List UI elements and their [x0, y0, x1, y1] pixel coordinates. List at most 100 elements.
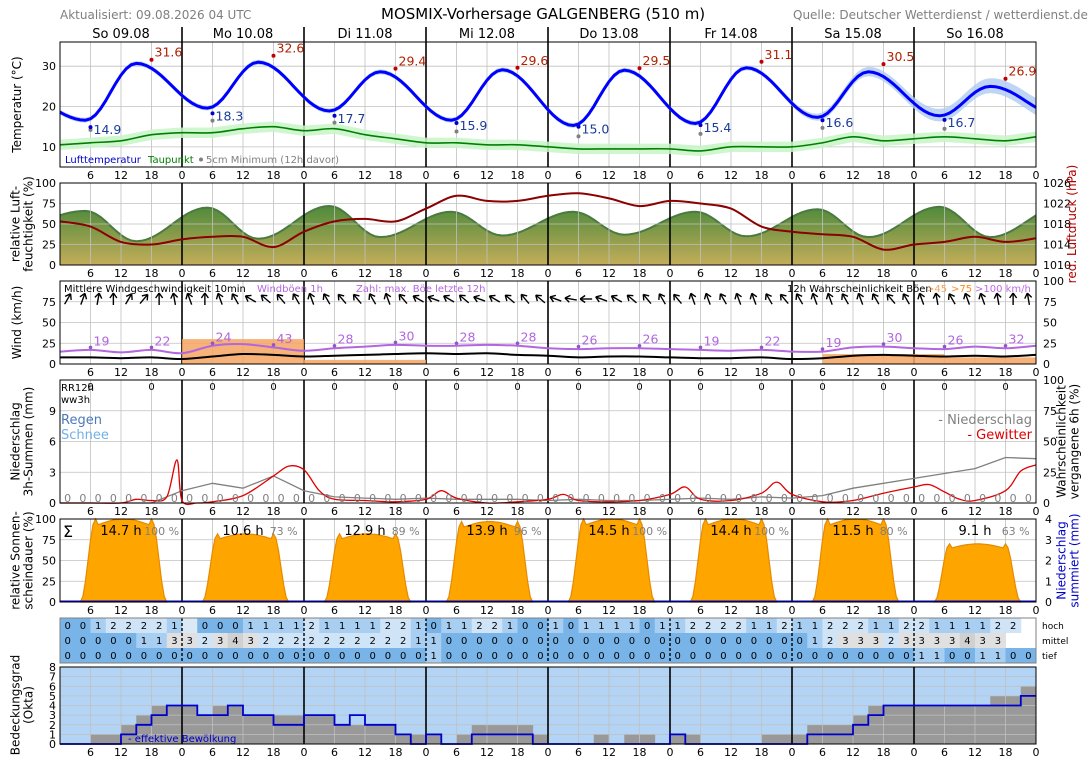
cloud-layer-cell: [807, 648, 823, 663]
cloud-layer-value: 1: [324, 621, 330, 632]
cloud-layer-cell: [548, 618, 564, 633]
max-gust-point: [576, 344, 581, 349]
precip-hour-tick-label: 6: [575, 505, 582, 518]
cloud-layer-cell: [975, 618, 991, 633]
precip-3h-value: 0: [171, 492, 178, 505]
precip-3h-value: 0: [278, 492, 285, 505]
cloud-layer-value: 1: [156, 636, 162, 647]
cloud-layer-cell: [166, 633, 183, 648]
gust-probability-bar: [822, 354, 945, 364]
cloud-layer-value: 0: [339, 651, 345, 662]
cloud-hour-tick-label: 6: [697, 746, 704, 759]
wind-arrow-shaft: [705, 293, 711, 305]
tmin5cm-point: [820, 125, 825, 130]
wind-arrow: [79, 292, 88, 305]
cloud-hour-tick-label: 18: [267, 746, 281, 759]
cloud-layer-cell: [197, 618, 213, 633]
cloud-layer-value: 2: [156, 621, 162, 632]
precip-3h-value: 0: [354, 492, 361, 505]
wind-arrow-head: [626, 294, 634, 302]
cloud-layer-cell: [700, 633, 717, 648]
wind-arrow: [231, 293, 239, 305]
cloud-layer-cell: [624, 618, 640, 633]
sun-hour-tick-label: 12: [602, 604, 616, 617]
temp-hour-tick-label: 0: [179, 169, 186, 182]
cloud-layer-value: 0: [735, 636, 741, 647]
rr12h-label: RR12h: [61, 383, 94, 394]
wind-frame: [59, 280, 1037, 365]
cloud-layer-cell: [349, 618, 366, 633]
temp-min-label: 16.7: [948, 115, 976, 130]
pressure-ytick-label: 1018: [1043, 218, 1071, 231]
hum-hour-tick-label: 18: [389, 267, 403, 280]
cloud-hour-tick-label: 0: [789, 746, 796, 759]
temp-min-point: [576, 124, 581, 129]
cloud-layer-cell: [487, 633, 503, 648]
wind-arrow-head: [871, 293, 879, 300]
wind-arrow-shaft: [996, 292, 1000, 306]
wind-arrow-head: [856, 292, 864, 300]
hum-hour-tick-label: 6: [697, 267, 704, 280]
precip-3h-value: 0: [79, 492, 86, 505]
wind-arrow: [856, 292, 864, 305]
wind-arrow-head: [734, 292, 742, 300]
hum-hour-tick-label: 6: [453, 267, 460, 280]
wind-arrow-head: [368, 293, 376, 300]
rr12h-value: 0: [392, 382, 398, 393]
precip-hour-tick-label: 6: [331, 505, 338, 518]
cloud-layer-cell: [685, 648, 701, 663]
sun-hour-tick-label: 0: [1033, 604, 1040, 617]
cloud-hour-tick-label: 0: [911, 746, 918, 759]
wind-arrow-head: [473, 294, 480, 303]
hum-hour-tick-label: 0: [301, 267, 308, 280]
cloud-layer-cell: [1005, 618, 1022, 633]
cloud-layer-cell: [639, 633, 656, 648]
wind-arrow: [549, 294, 562, 303]
cloud-layer-value: 0: [781, 651, 787, 662]
temp-hour-tick-label: 18: [633, 169, 647, 182]
cloud-layer-cell: [166, 618, 183, 633]
wind-arrow: [473, 294, 486, 303]
cloud-layer-cell: [959, 648, 976, 663]
cloud-layer-value: 0: [125, 651, 131, 662]
legend-gust-prob-45: >45: [926, 284, 947, 295]
cloud-layer-value: 1: [583, 621, 589, 632]
temp-ytick-label: 30: [42, 60, 56, 73]
wind-arrow-shaft: [186, 293, 193, 305]
sun-hour-tick-label: 12: [480, 604, 494, 617]
sunshine-hours-label: 10.6 h: [222, 524, 263, 539]
cloud-layer-value: 1: [339, 621, 345, 632]
wind-arrow-shaft: [459, 294, 470, 304]
cloud-cover-bar: [395, 734, 412, 744]
wind-ytick-label: 50: [42, 317, 56, 330]
cloud-layer-cell: [822, 618, 839, 633]
cloud-layer-value: 0: [110, 651, 116, 662]
cloud-layer-cell: [365, 618, 381, 633]
precip-3h-value: 0: [156, 492, 163, 505]
cloud-layer-value: 2: [705, 621, 711, 632]
wind-arrow-shaft: [564, 297, 577, 301]
sun-hour-tick-label: 18: [999, 604, 1013, 617]
cloud-layer-value: 3: [903, 636, 909, 647]
cloud-layer-value: 0: [552, 636, 558, 647]
cloud-ytick-label: 4: [49, 700, 56, 713]
cloud-layer-cell: [121, 633, 137, 648]
wind-arrow: [993, 292, 1002, 306]
wind-arrow-shaft: [611, 295, 623, 303]
cloud-hour-tick-label: 6: [209, 746, 216, 759]
precip-3h-value: 0: [903, 492, 910, 505]
wind-arrow: [520, 293, 530, 305]
cloud-layer-value: 0: [583, 636, 589, 647]
cloud-layer-value: 0: [705, 651, 711, 662]
wind-arrow-head: [488, 294, 496, 302]
wind-arrow: [871, 293, 880, 305]
precip-hour-tick-label: 0: [423, 505, 430, 518]
cloud-layer-value: 0: [644, 621, 650, 632]
cloud-layer-value: 0: [629, 651, 635, 662]
precip-3h-value: 0: [567, 492, 574, 505]
cloud-layer-cell: [487, 618, 503, 633]
cloud-layer-value: 0: [537, 636, 543, 647]
hum-hour-tick-label: 6: [941, 267, 948, 280]
precip-3h-value: 0: [979, 492, 986, 505]
hum-frame: [59, 182, 1037, 266]
